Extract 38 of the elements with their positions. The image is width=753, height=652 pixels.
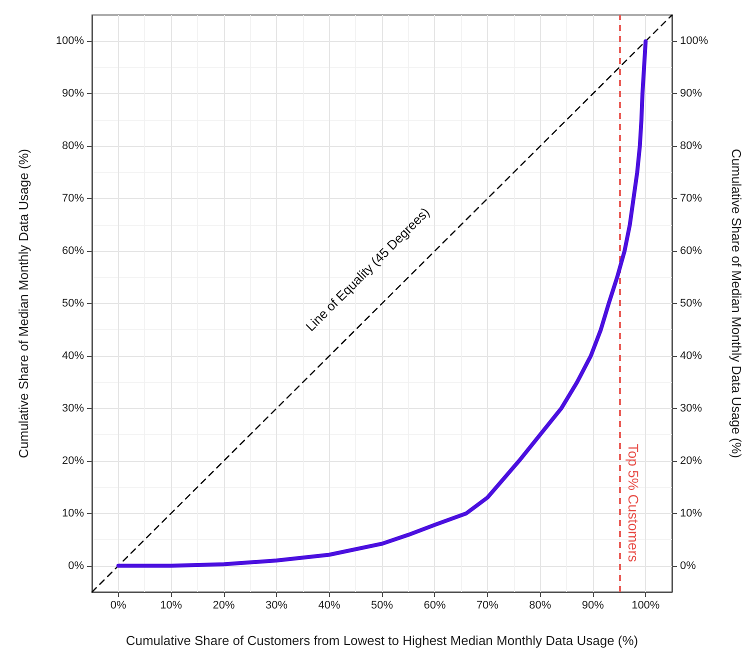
x-tick-label: 20% <box>212 600 236 612</box>
ref-line-label: Top 5% Customers <box>625 444 642 562</box>
y2-tick-label: 50% <box>680 298 702 310</box>
y-tick-label: 60% <box>62 245 84 258</box>
y2-tick-label: 80% <box>680 140 702 152</box>
x-tick-label: 40% <box>318 600 340 612</box>
y-tick-label: 10% <box>62 507 84 520</box>
x-tick-label: 10% <box>160 600 182 612</box>
x-tick-label: 100% <box>632 600 660 612</box>
y-tick-label: 80% <box>62 140 84 152</box>
y2-tick-label: 20% <box>680 454 702 467</box>
y2-tick-label: 0% <box>680 560 696 572</box>
x-tick-label: 80% <box>529 600 552 612</box>
y-tick-label: 50% <box>62 298 84 310</box>
y-tick-label: 70% <box>62 192 84 205</box>
y2-tick-label: 10% <box>680 507 702 520</box>
x-tick-label: 60% <box>424 600 446 612</box>
y2-tick-label: 60% <box>680 245 702 258</box>
y-tick-label: 0% <box>68 560 84 572</box>
y2-tick-label: 40% <box>680 350 702 362</box>
y-tick-label: 40% <box>62 350 84 362</box>
x-tick-label: 90% <box>582 600 604 612</box>
line-series <box>116 39 648 568</box>
y2-tick-label: 100% <box>680 35 708 48</box>
y-tick-label: 30% <box>62 402 84 414</box>
y-tick-label: 20% <box>62 454 84 467</box>
x-tick-label: 70% <box>476 600 499 612</box>
x-axis-title: Cumulative Share of Customers from Lowest to Highest Median Monthly Data Usage (%) <box>126 633 638 648</box>
y2-axis-title: Cumulative Share of Median Monthly Data Usage (%) <box>729 148 744 458</box>
x-tick-label: 50% <box>370 600 394 612</box>
y2-tick-label: 70% <box>680 192 702 205</box>
x-tick-label: 30% <box>266 600 288 612</box>
x-tick-label: 0% <box>110 600 127 612</box>
y-tick-label: 90% <box>62 88 84 100</box>
y2-tick-label: 90% <box>680 88 702 100</box>
y-axis-title: Cumulative Share of Median Monthly Data Usage (%) <box>16 148 31 458</box>
y2-tick-label: 30% <box>680 402 702 414</box>
y-tick-label: 100% <box>56 35 84 48</box>
